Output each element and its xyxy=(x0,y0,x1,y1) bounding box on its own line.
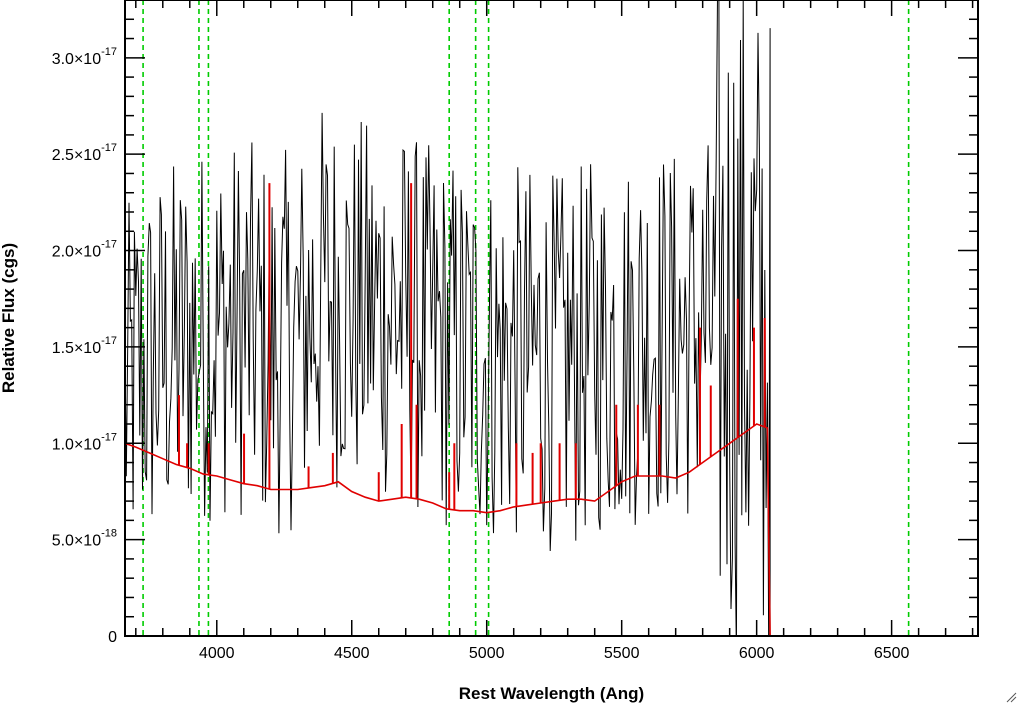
x-tick-label: 5000 xyxy=(469,645,505,662)
y-tick-labels: 0 5.0×10-18 1.0×10-17 1.5×10-17 2.0×10-17 2.5… xyxy=(52,46,117,646)
observed-spectrum-line xyxy=(125,0,978,636)
observed-spectrum-layer xyxy=(125,0,978,636)
x-tick-labels: 4000 4500 5000 5500 6000 6500 xyxy=(199,645,910,662)
y-tick-label: 1.0×10-17 xyxy=(52,431,117,453)
y-tick-label: 2.0×10-17 xyxy=(52,239,117,261)
resize-grip-icon[interactable] xyxy=(1005,691,1017,703)
x-tick-label: 5500 xyxy=(604,645,640,662)
y-axis-title: Relative Flux (cgs) xyxy=(0,243,18,393)
model-continuum-line xyxy=(125,423,978,636)
y-tick-label: 5.0×10-18 xyxy=(52,528,117,550)
x-axis-title: Rest Wavelength (Ang) xyxy=(459,684,644,703)
x-tick-label: 6500 xyxy=(874,645,910,662)
y-tick-label: 3.0×10-17 xyxy=(52,46,117,68)
reference-lines xyxy=(142,0,910,636)
x-tick-label: 6000 xyxy=(739,645,775,662)
y-tick-label: 1.5×10-17 xyxy=(52,335,117,357)
x-tick-label: 4500 xyxy=(334,645,370,662)
y-tick-label: 0 xyxy=(108,629,117,646)
model-continuum-layer xyxy=(125,183,978,636)
y-tick-label: 2.5×10-17 xyxy=(52,142,117,164)
axis-ticks xyxy=(125,0,978,637)
x-tick-label: 4000 xyxy=(199,645,235,662)
plot-frame xyxy=(124,0,979,637)
